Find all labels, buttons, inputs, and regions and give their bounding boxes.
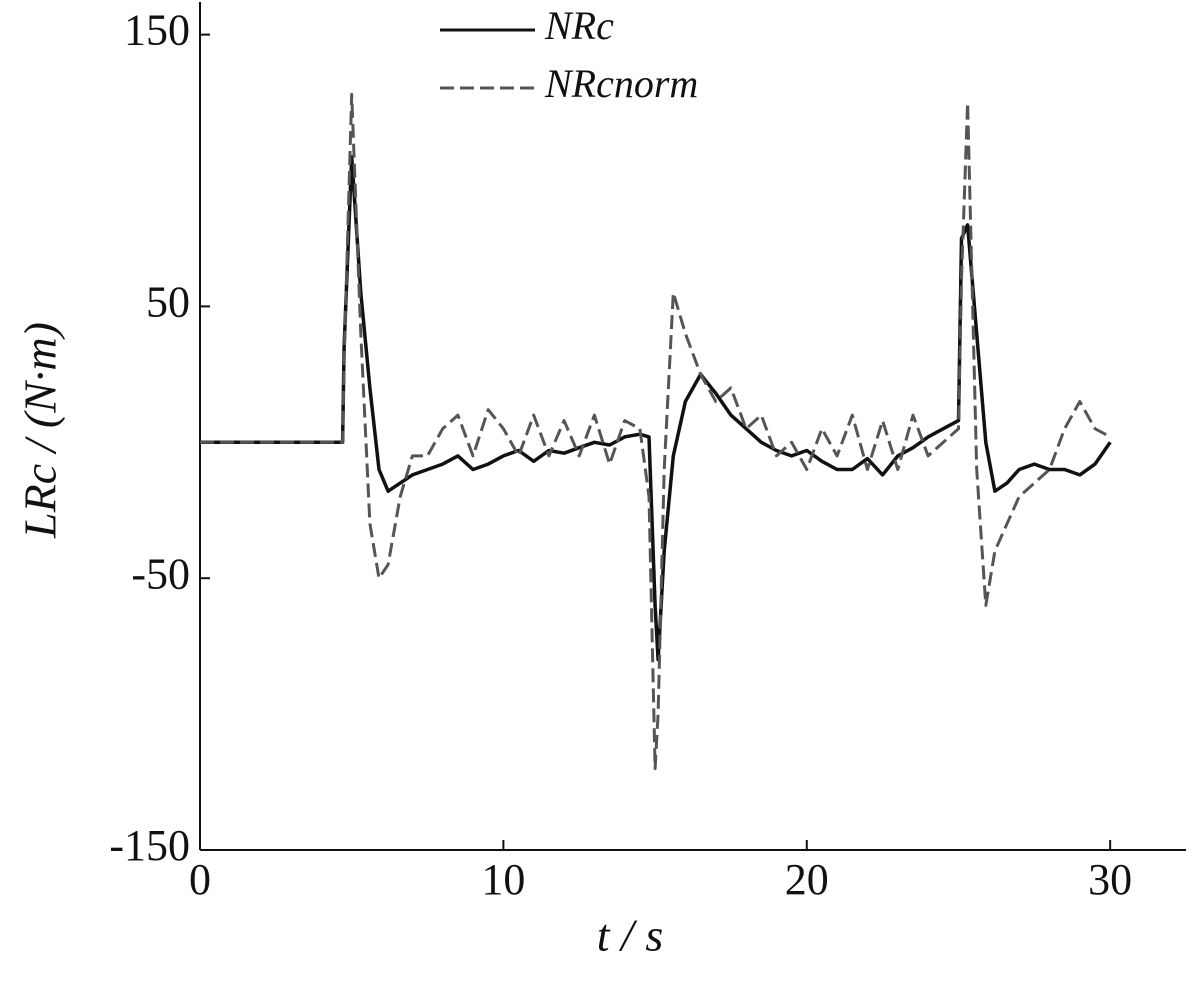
series-line [200, 155, 1112, 662]
y-tick-label: 150 [124, 6, 190, 55]
y-axis-label: LRc / (N·m) [15, 322, 66, 539]
x-tick-label: 10 [481, 855, 525, 904]
x-tick-label: 0 [189, 855, 211, 904]
x-tick-label: 20 [785, 855, 829, 904]
y-tick-label: -150 [109, 821, 190, 870]
series-line [200, 92, 1111, 770]
y-tick-label: 50 [146, 278, 190, 327]
y-tick-label: -50 [131, 549, 190, 598]
x-axis-label: t / s [597, 910, 663, 961]
x-tick-label: 30 [1088, 855, 1132, 904]
legend-label: NRcnorm [544, 61, 698, 106]
legend-label: NRc [544, 3, 614, 48]
